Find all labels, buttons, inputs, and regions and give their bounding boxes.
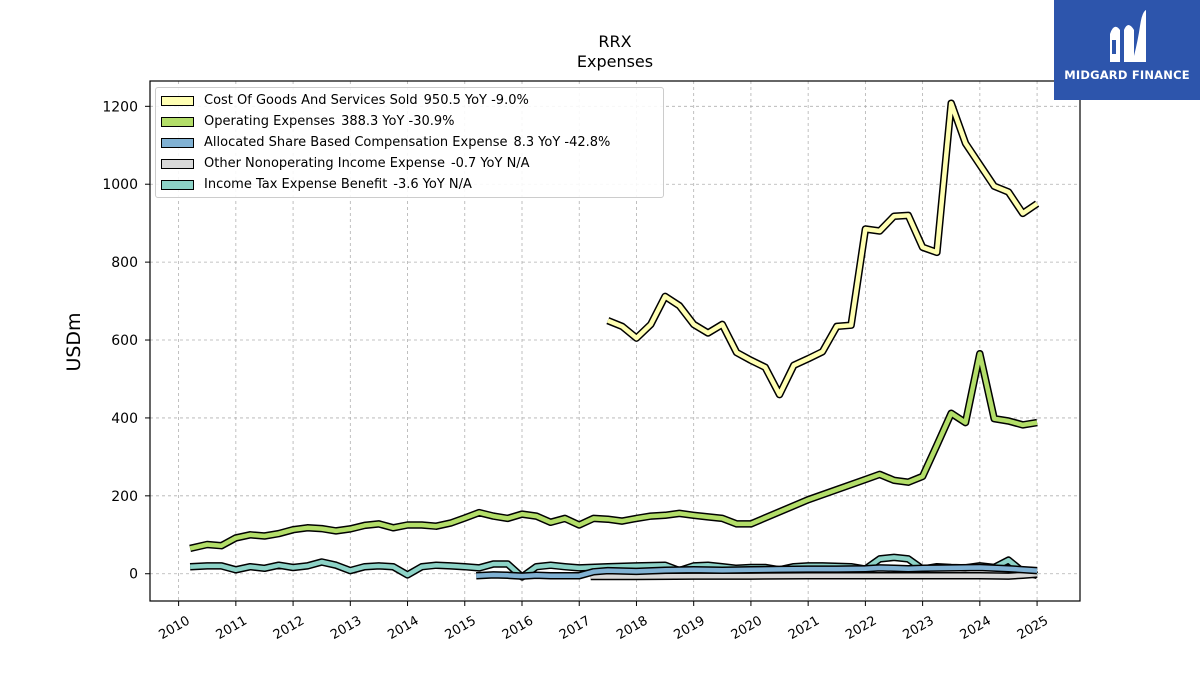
- x-tick-label: 2018: [614, 613, 650, 643]
- chart-subtitle: Expenses: [577, 52, 653, 71]
- series-line: [189, 351, 1038, 551]
- legend-swatch: [161, 95, 194, 106]
- x-tick-label: 2015: [443, 613, 479, 643]
- legend-series-yoy: YoY -42.8%: [538, 135, 611, 150]
- series-line: [476, 565, 1038, 579]
- midgard-logo-icon: [1110, 10, 1146, 62]
- x-tick-label: 2014: [385, 613, 421, 643]
- legend-series-name: Operating Expenses: [204, 114, 336, 129]
- y-tick-label: 0: [129, 567, 138, 583]
- plot-frame: [149, 80, 1081, 602]
- legend-series-yoy: YoY -30.9%: [382, 114, 455, 129]
- series-line: [590, 571, 1038, 579]
- legend: Cost Of Goods And Services Sold 950.5 Yo…: [155, 87, 664, 198]
- x-tick-label: 2016: [500, 613, 536, 643]
- brand-name: MIDGARD FINANCE: [1064, 68, 1190, 82]
- y-tick-label: 200: [111, 489, 138, 505]
- legend-series-name: Cost Of Goods And Services Sold: [204, 93, 418, 108]
- series-line: [189, 555, 1038, 580]
- legend-swatch: [161, 116, 194, 127]
- x-tick-label: 2019: [672, 613, 708, 643]
- legend-item: Other Nonoperating Income Expense -0.7 Y…: [161, 153, 530, 174]
- legend-series-name: Allocated Share Based Compensation Expen…: [204, 135, 508, 150]
- legend-series-value: 8.3: [513, 135, 535, 150]
- x-tick-label: 2012: [271, 613, 307, 643]
- chart-title: RRX: [598, 32, 631, 51]
- x-tick-label: 2011: [214, 613, 250, 643]
- legend-series-yoy: YoY N/A: [480, 156, 530, 171]
- y-tick-label: 600: [111, 333, 138, 349]
- legend-series-value: 388.3: [341, 114, 379, 129]
- legend-swatch: [161, 158, 194, 169]
- legend-series-value: -0.7: [450, 156, 477, 171]
- x-tick-label: 2023: [900, 613, 936, 643]
- y-tick-label: 1200: [102, 99, 138, 115]
- legend-series-yoy: YoY -9.0%: [464, 93, 529, 108]
- x-tick-label: 2020: [729, 613, 765, 643]
- legend-series-yoy: YoY N/A: [422, 177, 472, 192]
- legend-series-name: Other Nonoperating Income Expense: [204, 156, 445, 171]
- series-layer: [189, 99, 1040, 581]
- legend-series-value: 950.5: [423, 93, 461, 108]
- x-tick-label: 2017: [557, 613, 593, 643]
- x-tick-label: 2022: [843, 613, 879, 643]
- legend-item: Operating Expenses 388.3 YoY -30.9%: [161, 111, 455, 132]
- x-tick-label: 2021: [786, 613, 822, 643]
- legend-item: Allocated Share Based Compensation Expen…: [161, 132, 610, 153]
- legend-item: Cost Of Goods And Services Sold 950.5 Yo…: [161, 90, 529, 111]
- legend-swatch: [161, 137, 194, 148]
- legend-series-value: -3.6: [393, 177, 419, 192]
- x-tick-label: 2024: [958, 613, 994, 643]
- legend-series-name: Income Tax Expense Benefit: [204, 177, 388, 192]
- x-tick-label: 2013: [328, 613, 364, 643]
- y-axis-label: USDm: [63, 312, 85, 371]
- x-tick-label: 2010: [156, 613, 192, 643]
- series-line: [606, 100, 1039, 397]
- x-tick-label: 2025: [1015, 613, 1051, 643]
- brand-logo: MIDGARD FINANCE: [1054, 0, 1200, 100]
- y-tick-label: 800: [111, 255, 138, 271]
- legend-swatch: [161, 179, 194, 190]
- legend-item: Income Tax Expense Benefit -3.6 YoY N/A: [161, 174, 472, 195]
- y-tick-label: 400: [111, 411, 138, 427]
- y-tick-label: 1000: [102, 177, 138, 193]
